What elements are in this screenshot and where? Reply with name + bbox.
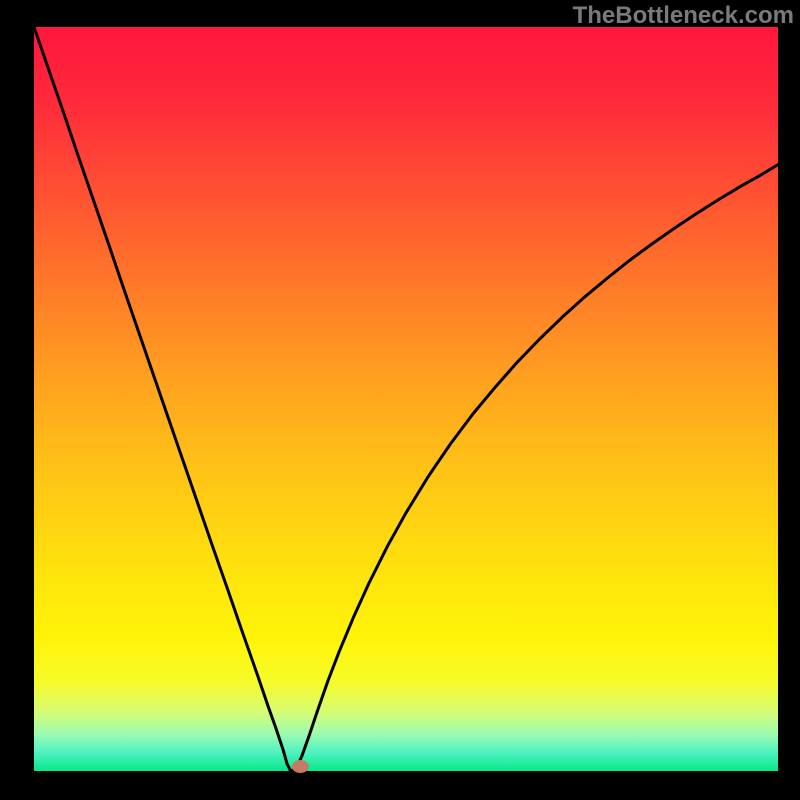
optimum-marker — [292, 761, 308, 773]
watermark-text: TheBottleneck.com — [573, 2, 794, 30]
plot-background — [34, 27, 778, 771]
bottleneck-chart-svg — [0, 0, 800, 800]
chart-frame: TheBottleneck.com — [0, 0, 800, 800]
